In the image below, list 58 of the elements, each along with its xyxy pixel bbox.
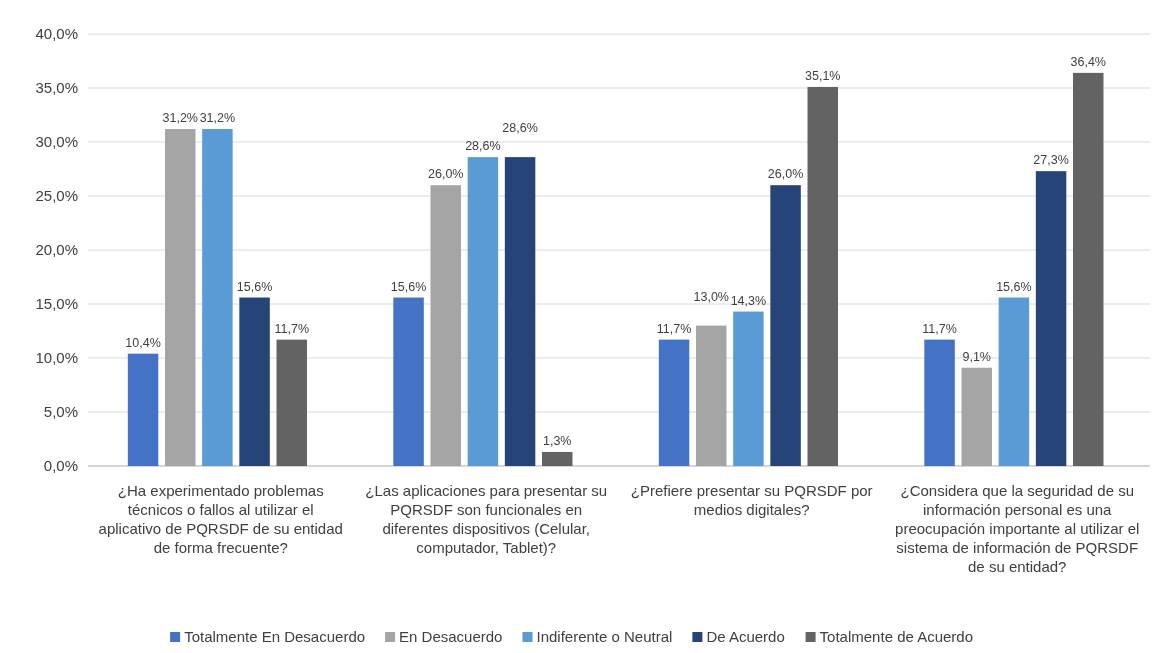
bar — [430, 185, 461, 466]
bar — [504, 157, 536, 466]
bar — [542, 451, 573, 466]
data-label: 11,7% — [274, 321, 309, 336]
x-tick-label: ¿Ha experimentado problemas técnicos o fallos al utilizar el aplicativo de PQRSDF de su entidad de forma frecuente? — [98, 482, 343, 556]
y-tick-label: 30,0% — [35, 133, 78, 151]
bar — [1035, 171, 1067, 466]
y-tick-label: 40,0% — [35, 25, 78, 43]
x-tick-label: ¿Las aplicaciones para presentar su PQRSDF son funcionales en diferentes dispositivos (Celular, computador, Tablet)? — [365, 482, 608, 556]
y-tick-label: 25,0% — [35, 187, 78, 205]
data-label: 31,2% — [162, 111, 198, 126]
x-tick-label: ¿Considera que la seguridad de su información personal es una preocupación importante al utilizar el sistema de información de PQRSDF de su entidad? — [895, 482, 1140, 575]
data-label: 15,6% — [996, 279, 1032, 294]
bar — [393, 297, 424, 466]
data-label: 13,0% — [693, 289, 729, 304]
bar — [733, 311, 764, 466]
bar — [807, 86, 838, 466]
legend-label: Indiferente o Neutral — [536, 628, 673, 646]
legend-label: De Acuerdo — [706, 628, 785, 646]
data-label: 35,1% — [805, 68, 841, 83]
data-label: 11,7% — [922, 321, 957, 336]
bar — [165, 129, 196, 466]
bar — [202, 129, 233, 466]
bar — [998, 297, 1030, 466]
y-tick-label: 0,0% — [43, 457, 78, 475]
bar — [1073, 72, 1104, 466]
y-tick-label: 10,0% — [35, 349, 78, 367]
data-label: 1,3% — [542, 433, 572, 448]
data-label: 31,2% — [199, 111, 236, 126]
y-tick-label: 35,0% — [35, 79, 78, 97]
y-tick-label: 5,0% — [43, 403, 78, 421]
bar — [467, 157, 499, 466]
data-label: 28,6% — [502, 121, 538, 136]
bar — [658, 339, 690, 466]
bar — [770, 185, 801, 466]
x-tick-label: ¿Prefiere presentar su PQRSDF por medios digitales? — [630, 482, 873, 518]
data-label: 15,6% — [390, 279, 427, 294]
data-label: 26,0% — [767, 167, 804, 182]
bar — [961, 367, 992, 466]
data-label: 27,3% — [1033, 153, 1069, 168]
bar — [276, 339, 307, 466]
y-tick-label: 15,0% — [35, 295, 78, 313]
legend-label: En Desacuerdo — [399, 628, 503, 646]
bar — [127, 353, 159, 466]
bar — [239, 297, 270, 466]
legend-label: Totalmente En Desacuerdo — [184, 628, 366, 646]
bar — [696, 325, 727, 466]
data-label: 14,3% — [730, 293, 767, 308]
y-tick-label: 20,0% — [35, 241, 78, 259]
data-label: 28,6% — [465, 139, 501, 154]
data-label: 10,4% — [125, 335, 161, 350]
data-label: 9,1% — [962, 349, 991, 364]
data-label: 36,4% — [1070, 54, 1106, 69]
bar — [924, 339, 955, 466]
data-label: 11,7% — [656, 321, 692, 336]
data-label: 26,0% — [428, 167, 464, 182]
data-label: 15,6% — [236, 279, 273, 294]
legend-label: Totalmente de Acuerdo — [819, 628, 974, 646]
